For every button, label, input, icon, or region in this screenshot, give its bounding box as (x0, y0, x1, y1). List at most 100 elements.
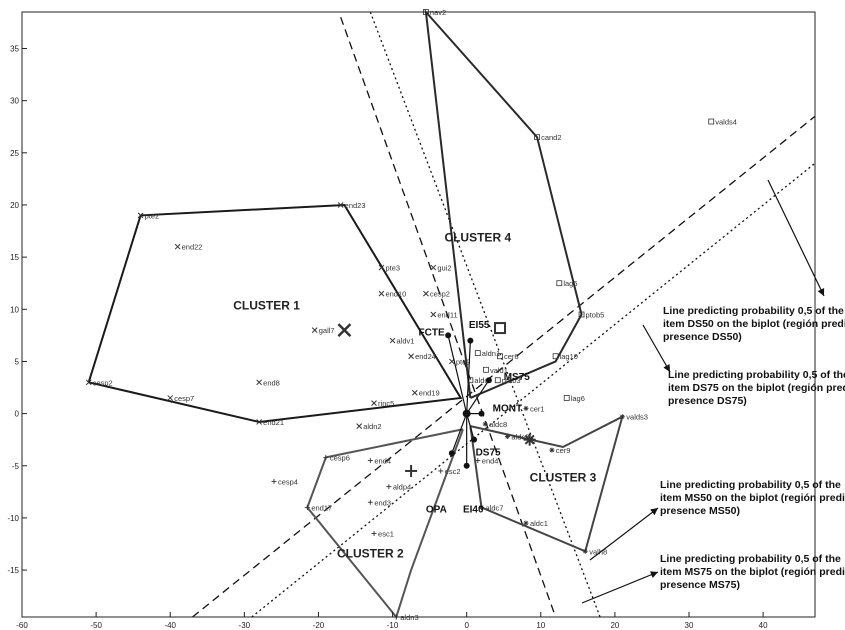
point-label: gui2 (437, 264, 451, 273)
data-point: cesp2 (423, 290, 450, 299)
data-point: vald1 (483, 366, 508, 375)
point-label: end4 (374, 457, 391, 466)
cluster-label-4: CLUSTER 4 (444, 230, 511, 244)
point-label: pte2 (145, 211, 160, 220)
observation-points-layer: nav2cand2valds4lag5ptob5lag10ptob3lag6ce… (85, 8, 737, 622)
point-label: aldc2 (511, 433, 529, 442)
data-point: cer6 (497, 352, 519, 361)
point-label: cer6 (504, 352, 519, 361)
data-point: end23 (337, 201, 366, 210)
point-label: end22 (182, 243, 203, 252)
data-point: end3 (367, 498, 391, 507)
point-label: valh8 (589, 547, 607, 556)
line-annotation: Line predicting probability 0,5 of the it… (660, 553, 845, 591)
data-point: end10 (378, 290, 406, 299)
data-point: lag5 (556, 279, 578, 288)
data-point: ptob3 (494, 376, 521, 385)
x-tick-label: 20 (610, 621, 619, 630)
variable-vector (451, 413, 468, 454)
point-label: end23 (345, 201, 366, 210)
data-point: aldp4 (386, 483, 411, 492)
variable-vector (466, 340, 471, 414)
data-point: aldc7 (478, 503, 503, 512)
data-point: lag6 (563, 394, 585, 403)
cluster-centroid-3 (523, 433, 536, 446)
data-point: end17 (304, 503, 332, 512)
line-annotation: Line predicting probability 0,5 of the it… (663, 305, 845, 343)
variable-label: EI40 (463, 505, 484, 516)
cluster-hull-4 (424, 8, 583, 399)
annotation-arrow (767, 179, 825, 297)
point-label: aldc7 (485, 503, 503, 512)
variable-vector (466, 379, 490, 414)
data-point: valh8 (582, 547, 607, 556)
data-point: gall7 (311, 326, 335, 335)
point-label: ptob3 (502, 376, 521, 385)
data-point: pte3 (378, 264, 400, 273)
plot-frame (21, 11, 816, 618)
data-point: aldc1 (523, 519, 548, 528)
annotation-arrow (581, 571, 659, 604)
point-label: aldc (474, 376, 488, 385)
point-label: end11 (437, 311, 457, 320)
y-tick-label: 35 (10, 45, 19, 54)
point-label: end3 (374, 498, 391, 507)
y-tick-label: 5 (15, 357, 20, 366)
point-label: aldp4 (393, 483, 411, 492)
point-label: cesp6 (330, 453, 350, 462)
data-point: esc1 (371, 530, 394, 539)
variable-vector (466, 413, 475, 440)
data-point: ptob5 (578, 311, 604, 320)
y-tick-label: 30 (10, 97, 19, 106)
y-tick-label: -5 (12, 462, 20, 471)
data-point: aldc2 (504, 433, 529, 442)
data-point: end24 (408, 352, 436, 361)
data-point: end22 (174, 243, 203, 252)
point-label: aldn1 (482, 349, 500, 358)
point-label: pte9 (456, 357, 471, 366)
point-label: end4 (482, 457, 499, 466)
data-point: aldn1 (474, 349, 500, 358)
point-label: lag6 (571, 394, 585, 403)
variable-markers-layer: FCTE EI55 MS75 MONT DS75 OPA EI40 (419, 320, 531, 516)
cluster-label-1: CLUSTER 1 (233, 298, 300, 312)
variable-label: EI55 (469, 320, 490, 331)
point-label: aldc1 (530, 519, 548, 528)
variable-label: DS75 (476, 447, 501, 458)
variable-label: MONT (493, 404, 522, 415)
y-tick-label: 20 (10, 201, 19, 210)
x-tick-label: 40 (759, 621, 768, 630)
point-label: end10 (385, 290, 406, 299)
point-label: end8 (263, 378, 280, 387)
cluster-centroid-2 (494, 322, 507, 335)
cluster-label-2: CLUSTER 2 (337, 547, 404, 561)
point-label: lag5 (563, 279, 577, 288)
x-tick-label: 0 (464, 621, 469, 630)
axes-layer: -60 -50 -40 -30 -20 -10 0 10 20 30 40-15-10-505101… (7, 11, 816, 630)
point-label: valds4 (715, 118, 737, 127)
point-label: aldv1 (397, 337, 415, 346)
point-label: cer1 (530, 404, 545, 413)
origin-point (462, 409, 471, 418)
data-point: rinc5 (371, 399, 394, 408)
cluster-hull-3 (469, 414, 624, 553)
data-point: pte2 (137, 211, 160, 220)
data-point: cesp7 (167, 394, 194, 403)
y-tick-label: 0 (15, 410, 20, 419)
point-label: aldn2 (363, 422, 381, 431)
line-annotation: Line predicting probability 0,5 of the it… (668, 369, 845, 407)
data-point: end21 (256, 418, 284, 427)
probability-lines-layer (192, 11, 816, 618)
data-point: aldc8 (482, 420, 507, 429)
data-point: cesp4 (271, 477, 298, 486)
data-point: cesp2 (85, 378, 113, 387)
point-label: rinc5 (378, 399, 394, 408)
point-label: esc1 (378, 530, 394, 539)
point-label: cesp2 (430, 290, 450, 299)
annotation-arrow (589, 507, 659, 561)
y-tick-label: -10 (7, 514, 19, 523)
point-label: cer9 (556, 446, 571, 455)
point-label: cesp4 (278, 477, 298, 486)
variable-label: FCTE (419, 327, 445, 338)
data-point: valds4 (708, 118, 737, 127)
